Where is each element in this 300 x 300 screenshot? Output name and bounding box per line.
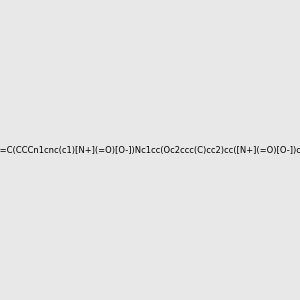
Text: O=C(CCCn1cnc(c1)[N+](=O)[O-])Nc1cc(Oc2ccc(C)cc2)cc([N+](=O)[O-])c1: O=C(CCCn1cnc(c1)[N+](=O)[O-])Nc1cc(Oc2cc…: [0, 146, 300, 154]
